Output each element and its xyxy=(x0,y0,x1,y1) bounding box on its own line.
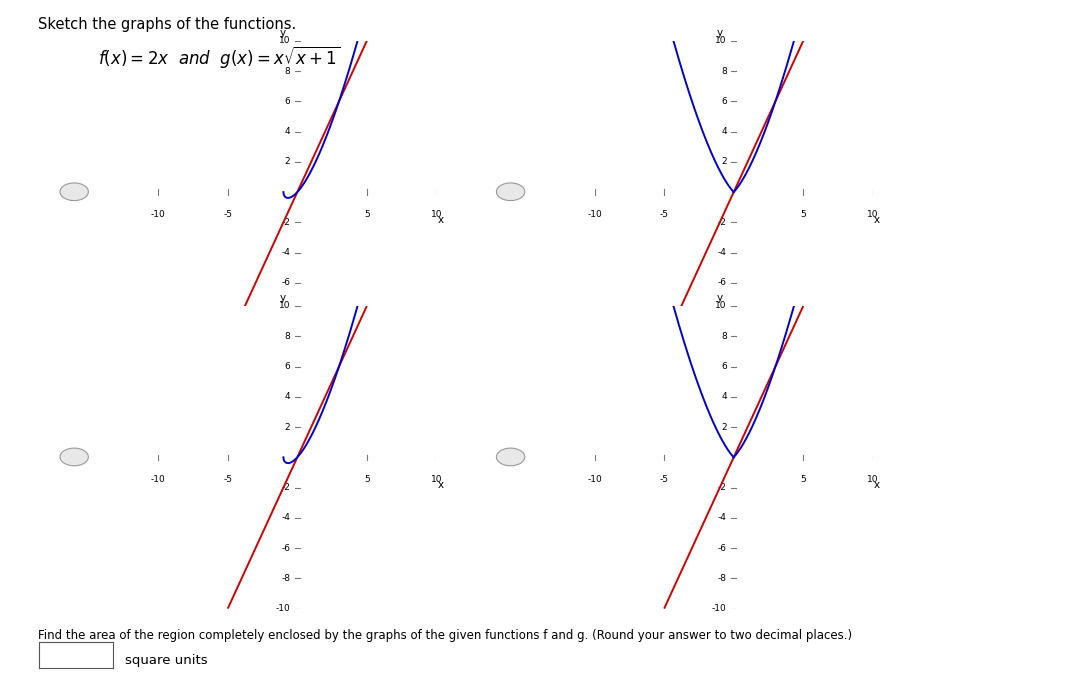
Text: y: y xyxy=(280,293,286,303)
Text: 10: 10 xyxy=(279,301,290,311)
Text: 10: 10 xyxy=(431,210,442,219)
Text: -6: -6 xyxy=(281,278,290,288)
Text: 2: 2 xyxy=(721,157,727,167)
Text: y: y xyxy=(280,28,286,38)
Text: 2: 2 xyxy=(285,422,290,432)
Text: y: y xyxy=(717,28,722,38)
Text: 5: 5 xyxy=(801,210,806,219)
Text: -4: -4 xyxy=(718,513,727,522)
Text: 4: 4 xyxy=(721,392,727,401)
Text: -10: -10 xyxy=(151,475,166,484)
Text: -5: -5 xyxy=(224,210,232,219)
Text: -10: -10 xyxy=(712,604,727,613)
Text: -5: -5 xyxy=(660,475,669,484)
Text: -8: -8 xyxy=(718,574,727,583)
Text: -10: -10 xyxy=(587,210,602,219)
Text: -6: -6 xyxy=(281,543,290,553)
Text: -8: -8 xyxy=(281,309,290,318)
Text: $f(x) = 2x$  and  $g(x) = x\sqrt{x+1}$: $f(x) = 2x$ and $g(x) = x\sqrt{x+1}$ xyxy=(98,44,340,70)
Text: 4: 4 xyxy=(285,127,290,136)
Text: 8: 8 xyxy=(721,67,727,75)
Text: -2: -2 xyxy=(281,218,290,227)
Text: 10: 10 xyxy=(867,475,878,484)
Text: -4: -4 xyxy=(718,248,727,257)
Text: -2: -2 xyxy=(718,483,727,492)
Text: -10: -10 xyxy=(151,210,166,219)
Text: 4: 4 xyxy=(721,127,727,136)
Text: x: x xyxy=(874,480,880,490)
Text: x: x xyxy=(437,215,444,225)
Text: -6: -6 xyxy=(718,543,727,553)
Text: 10: 10 xyxy=(716,36,727,46)
Text: -8: -8 xyxy=(718,309,727,318)
Text: -6: -6 xyxy=(718,278,727,288)
Text: 8: 8 xyxy=(285,67,290,75)
Text: 6: 6 xyxy=(721,97,727,106)
Text: -8: -8 xyxy=(281,574,290,583)
Text: -2: -2 xyxy=(281,483,290,492)
Text: -4: -4 xyxy=(281,248,290,257)
Text: 10: 10 xyxy=(867,210,878,219)
Text: -10: -10 xyxy=(712,339,727,348)
Text: 8: 8 xyxy=(721,332,727,341)
Text: 6: 6 xyxy=(285,362,290,371)
Text: -5: -5 xyxy=(224,475,232,484)
Text: -10: -10 xyxy=(587,475,602,484)
Text: square units: square units xyxy=(125,654,208,667)
Text: 4: 4 xyxy=(285,392,290,401)
Text: y: y xyxy=(717,293,722,303)
Text: -10: -10 xyxy=(276,604,290,613)
Text: -4: -4 xyxy=(281,513,290,522)
Text: 5: 5 xyxy=(801,475,806,484)
Text: Find the area of the region completely enclosed by the graphs of the given funct: Find the area of the region completely e… xyxy=(38,629,852,642)
Text: 10: 10 xyxy=(716,301,727,311)
Text: 6: 6 xyxy=(721,362,727,371)
Text: 6: 6 xyxy=(285,97,290,106)
Text: 8: 8 xyxy=(285,332,290,341)
Text: -2: -2 xyxy=(718,218,727,227)
Text: 10: 10 xyxy=(279,36,290,46)
Text: 2: 2 xyxy=(721,422,727,432)
Text: x: x xyxy=(437,480,444,490)
Text: 5: 5 xyxy=(364,210,370,219)
Text: 2: 2 xyxy=(285,157,290,167)
Text: -5: -5 xyxy=(660,210,669,219)
Text: -10: -10 xyxy=(276,339,290,348)
Text: Sketch the graphs of the functions.: Sketch the graphs of the functions. xyxy=(38,17,297,32)
Text: 10: 10 xyxy=(431,475,442,484)
Text: 5: 5 xyxy=(364,475,370,484)
Text: x: x xyxy=(874,215,880,225)
